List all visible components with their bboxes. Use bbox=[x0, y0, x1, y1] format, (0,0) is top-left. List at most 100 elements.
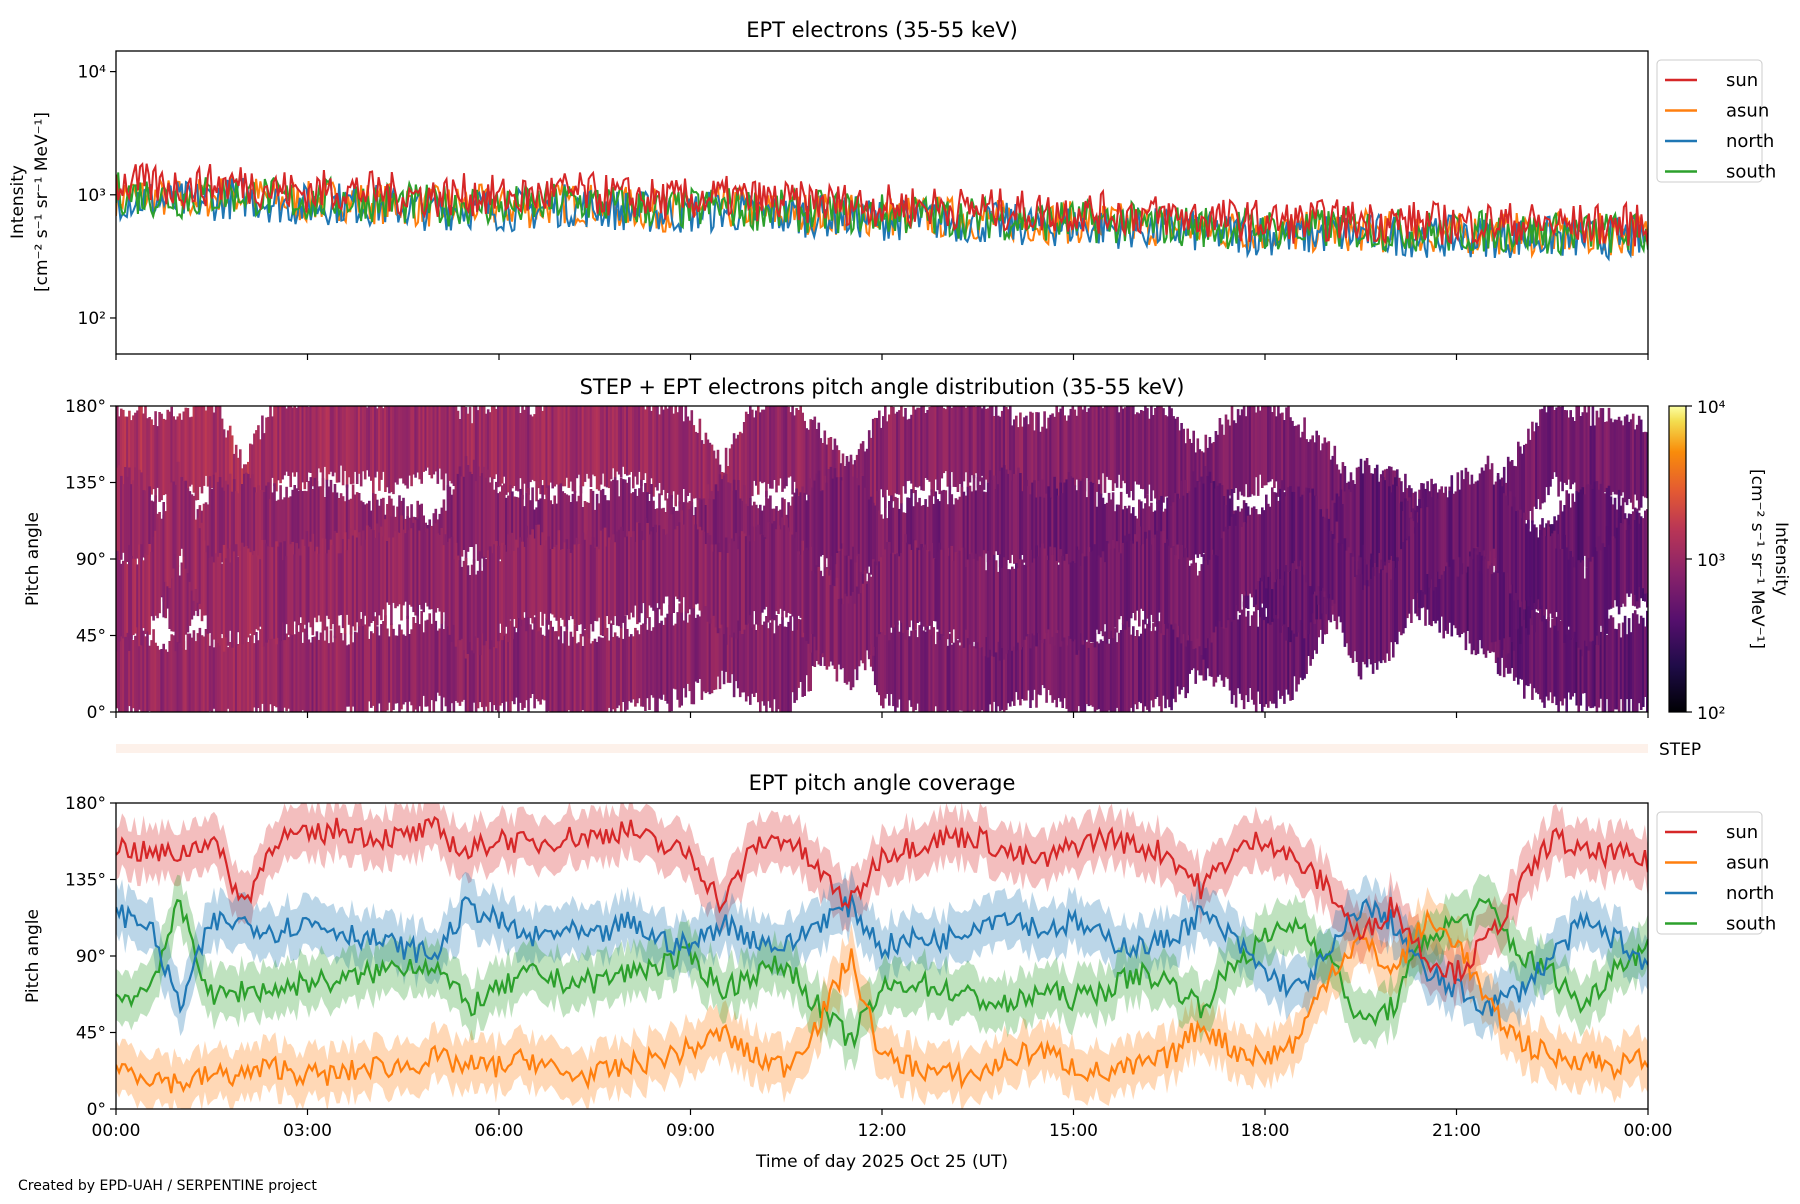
heatmap-cell bbox=[708, 590, 712, 695]
heatmap-cell bbox=[1567, 629, 1570, 693]
heatmap-cell bbox=[1601, 408, 1605, 506]
heatmap-cell bbox=[896, 411, 899, 495]
heatmap-cell bbox=[1311, 488, 1314, 595]
heatmap-cell bbox=[1379, 477, 1383, 560]
heatmap-cell bbox=[876, 597, 879, 693]
heatmap-cell bbox=[609, 539, 613, 621]
heatmap-cell bbox=[1000, 467, 1004, 570]
heatmap-cell bbox=[440, 528, 444, 624]
panel2-ylabel: Pitch angle bbox=[23, 512, 43, 606]
heatmap-cell bbox=[460, 476, 464, 557]
heatmap-cell bbox=[1109, 623, 1113, 712]
heatmap-cell bbox=[609, 481, 613, 586]
heatmap-cell bbox=[1214, 555, 1218, 627]
heatmap-cell bbox=[988, 406, 992, 491]
heatmap-cell bbox=[1515, 466, 1518, 530]
legend-label-sun: sun bbox=[1726, 70, 1758, 91]
heatmap-cell bbox=[394, 406, 397, 483]
heatmap-cell bbox=[1099, 639, 1103, 712]
heatmap-cell bbox=[202, 406, 206, 486]
heatmap-cell bbox=[200, 635, 204, 712]
heatmap-cell bbox=[593, 509, 597, 575]
heatmap-cell bbox=[1396, 486, 1399, 578]
heatmap-cell bbox=[497, 622, 500, 712]
heatmap-cell bbox=[1265, 616, 1268, 705]
heatmap-cell bbox=[958, 645, 962, 711]
heatmap-cell bbox=[1529, 531, 1532, 597]
heatmap-cell bbox=[1263, 614, 1266, 707]
heatmap-cell bbox=[1635, 614, 1639, 712]
heatmap-cell bbox=[1406, 540, 1409, 619]
heatmap-cell bbox=[1581, 487, 1585, 567]
heatmap-cell bbox=[1063, 631, 1066, 699]
heatmap-cell bbox=[1553, 530, 1556, 626]
heatmap-cell bbox=[845, 521, 849, 612]
heatmap-cell bbox=[1571, 417, 1574, 485]
heatmap-cell bbox=[232, 551, 236, 640]
heatmap-cell bbox=[1158, 499, 1161, 590]
heatmap-cell bbox=[1081, 619, 1085, 712]
heatmap-cell bbox=[1085, 556, 1089, 640]
heatmap-cell bbox=[1121, 623, 1125, 712]
heatmap-cell bbox=[1605, 421, 1609, 493]
heatmap-cell bbox=[1248, 514, 1252, 594]
heatmap-cell bbox=[1515, 601, 1518, 678]
heatmap-cell bbox=[1357, 569, 1361, 677]
heatmap-cell bbox=[1218, 483, 1222, 580]
heatmap-cell bbox=[634, 488, 637, 571]
heatmap-cell bbox=[253, 550, 256, 636]
heatmap-cell bbox=[1563, 623, 1566, 699]
heatmap-cell bbox=[261, 490, 264, 570]
heatmap-cell bbox=[950, 545, 954, 644]
heatmap-cell bbox=[1388, 563, 1391, 661]
heatmap-cell bbox=[916, 407, 919, 488]
panel2-title: STEP + EPT electrons pitch angle distrib… bbox=[580, 375, 1185, 399]
heatmap-cell bbox=[1198, 571, 1202, 647]
heatmap-cell bbox=[1125, 618, 1129, 712]
heatmap-cell bbox=[196, 406, 200, 500]
heatmap-cell bbox=[343, 532, 347, 634]
heatmap-cell bbox=[386, 406, 389, 488]
heatmap-cell bbox=[867, 499, 871, 567]
colorbar-tick-label: 10⁴ bbox=[1697, 398, 1726, 418]
heatmap-cell bbox=[617, 406, 621, 475]
heatmap-cell bbox=[944, 623, 948, 712]
heatmap-cell bbox=[992, 636, 996, 702]
heatmap-cell bbox=[1061, 555, 1064, 642]
heatmap-cell bbox=[1087, 480, 1091, 586]
heatmap-cell bbox=[315, 481, 319, 574]
heatmap-cell bbox=[930, 406, 933, 492]
heatmap-cell bbox=[1228, 525, 1232, 619]
heatmap-cell bbox=[484, 477, 488, 559]
heatmap-cell bbox=[1535, 422, 1538, 509]
heatmap-cell bbox=[1631, 613, 1635, 712]
heatmap-cell bbox=[1627, 618, 1631, 712]
heatmap-cell bbox=[882, 554, 885, 631]
heatmap-cell bbox=[1184, 548, 1187, 647]
step-coverage-bar bbox=[116, 744, 1648, 753]
heatmap-cell bbox=[210, 406, 214, 489]
heatmap-cell bbox=[1224, 414, 1228, 516]
heatmap-cell bbox=[1222, 603, 1226, 687]
heatmap-cell bbox=[795, 408, 798, 494]
heatmap-cell bbox=[539, 545, 542, 612]
heatmap-cell bbox=[126, 476, 129, 562]
heatmap-cell bbox=[404, 406, 407, 486]
heatmap-cell bbox=[412, 522, 415, 613]
heatmap-cell bbox=[936, 552, 939, 630]
heatmap-cell bbox=[188, 633, 192, 712]
heatmap-cell bbox=[1015, 415, 1018, 502]
heatmap-cell bbox=[1240, 527, 1244, 594]
heatmap-cell bbox=[630, 537, 633, 613]
heatmap-cell bbox=[1390, 492, 1393, 556]
heatmap-cell bbox=[1216, 485, 1220, 574]
heatmap-cell bbox=[1047, 560, 1050, 630]
heatmap-cell bbox=[1039, 547, 1042, 640]
heatmap-cell bbox=[694, 617, 698, 682]
heatmap-cell bbox=[1297, 597, 1300, 685]
heatmap-cell bbox=[376, 523, 379, 626]
heatmap-cell bbox=[339, 553, 343, 615]
heatmap-cell bbox=[176, 416, 180, 498]
heatmap-cell bbox=[289, 406, 292, 488]
x-tick-label: 00:00 bbox=[92, 1121, 141, 1141]
